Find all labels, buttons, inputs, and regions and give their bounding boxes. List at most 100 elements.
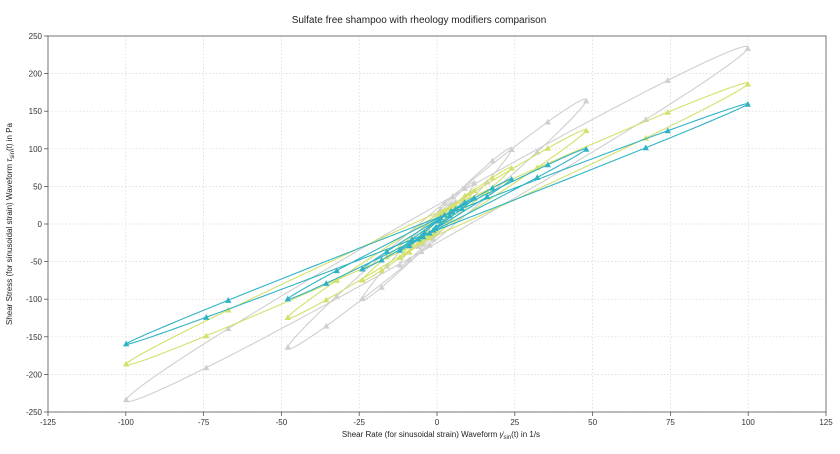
- series-2-marker: [544, 161, 551, 168]
- series-2-marker: [582, 145, 590, 152]
- series-0-marker: [508, 146, 515, 153]
- y-tick-label: 150: [29, 107, 43, 116]
- x-axis-title-main: Shear Rate (for sinusoidal strain) Wavef…: [342, 430, 498, 439]
- series-2-marker: [483, 193, 491, 200]
- series-1-marker: [203, 332, 210, 339]
- y-axis-title-subscript: sin: [10, 151, 16, 159]
- series-1-marker: [744, 80, 752, 87]
- series-0-marker: [396, 261, 403, 268]
- series-2-marker: [534, 174, 541, 181]
- series-0-marker: [461, 185, 468, 191]
- series-2-marker: [508, 175, 515, 182]
- series-1-marker: [415, 239, 422, 246]
- series-2-marker: [447, 208, 455, 214]
- x-axis-title-tail: (t) in 1/s: [511, 430, 540, 439]
- series-2-marker: [421, 229, 428, 235]
- series-1-marker: [419, 236, 427, 243]
- series-0-marker: [415, 243, 422, 249]
- series-2-marker: [744, 100, 752, 107]
- x-tick-label: 75: [666, 418, 675, 427]
- plot-area: -125 -100 -75 -50 -25 0 25 50 75 100 125-250-200-1…: [26, 32, 833, 427]
- y-axis-title-main: Shear Stress (for sinusoidal strain) Wav…: [5, 164, 14, 325]
- series-2-marker: [396, 246, 403, 253]
- x-tick-label: 100: [742, 418, 756, 427]
- series-1-marker: [664, 108, 671, 115]
- y-axis-title: Shear Stress (for sinusoidal strain) Wav…: [5, 122, 16, 325]
- series-1-marker: [359, 276, 366, 283]
- series-2-marker: [642, 144, 649, 151]
- series-2-marker: [489, 184, 496, 191]
- series-2-marker: [664, 127, 671, 134]
- series-0-marker: [225, 325, 232, 332]
- y-axis-title-symbol: τ: [5, 158, 14, 162]
- x-tick-label: -125: [40, 418, 57, 427]
- series-0-marker: [582, 97, 590, 104]
- x-tick-label: 125: [819, 418, 833, 427]
- series-0-marker: [544, 118, 551, 125]
- x-axis-title-symbol: γ̇: [499, 430, 504, 439]
- series-0-marker: [333, 292, 340, 299]
- series-0-marker: [203, 364, 210, 371]
- x-tick-label: -50: [276, 418, 288, 427]
- series-1-marker: [508, 164, 515, 171]
- series-2-marker: [408, 236, 416, 242]
- series-2-marker: [446, 212, 453, 219]
- series-2-marker: [203, 314, 210, 320]
- series-1-marker: [426, 234, 433, 241]
- series-1-marker: [582, 127, 590, 134]
- y-tick-label: -100: [26, 295, 43, 304]
- y-tick-label: 0: [38, 220, 43, 229]
- series-2-marker: [471, 194, 478, 201]
- series-0-marker: [383, 262, 391, 269]
- x-axis-title-subscript: sin: [503, 435, 511, 441]
- series-0-marker: [471, 179, 478, 186]
- series-0-marker: [378, 284, 385, 290]
- series-2-marker: [333, 267, 340, 274]
- x-tick-label: -25: [353, 418, 365, 427]
- series-0-marker: [323, 322, 330, 329]
- x-tick-label: 25: [510, 418, 519, 427]
- series-2-marker: [359, 265, 366, 272]
- series-1-marker: [406, 248, 413, 255]
- x-tick-label: -75: [198, 418, 210, 427]
- series-0-marker: [284, 343, 292, 350]
- series-0-marker: [426, 242, 433, 248]
- series-2-marker: [406, 242, 413, 249]
- data-layer: [122, 45, 752, 403]
- series-1-marker: [396, 254, 403, 261]
- series-1-marker: [284, 314, 292, 320]
- series-2-marker: [434, 217, 442, 224]
- series-1-marker: [122, 360, 130, 367]
- series-1-marker: [544, 145, 551, 151]
- series-0-marker: [122, 396, 130, 403]
- series-1-marker: [489, 174, 496, 181]
- series-2-marker: [452, 205, 459, 212]
- series-0-marker: [664, 77, 671, 83]
- y-tick-label: -150: [26, 333, 43, 342]
- y-axis-title-tail: (t) in Pa: [5, 122, 14, 151]
- series-2-marker: [225, 297, 232, 303]
- series-2-marker: [458, 205, 466, 212]
- series-2-marker: [415, 235, 422, 242]
- series-1-marker: [452, 202, 459, 208]
- series-0-marker: [406, 256, 413, 263]
- y-tick-label: -250: [26, 408, 43, 417]
- y-tick-label: 200: [29, 70, 43, 79]
- x-tick-label: 0: [435, 418, 440, 427]
- series-2-marker: [284, 295, 292, 302]
- series-0-marker: [744, 45, 752, 51]
- y-tick-label: -200: [26, 370, 43, 379]
- series-2-marker: [461, 199, 468, 206]
- series-1-marker: [461, 192, 468, 199]
- x-tick-label: 50: [588, 418, 597, 427]
- series-2-marker: [323, 280, 330, 286]
- series-2-marker: [432, 223, 440, 230]
- series-1-marker: [471, 187, 478, 193]
- series-0-marker: [489, 157, 496, 164]
- series-1-marker: [323, 296, 330, 303]
- x-axis-title: Shear Rate (for sinusoidal strain) Wavef…: [342, 430, 540, 441]
- series-2-marker: [419, 233, 427, 240]
- y-tick-label: 250: [29, 32, 43, 41]
- series-1-marker: [378, 267, 385, 273]
